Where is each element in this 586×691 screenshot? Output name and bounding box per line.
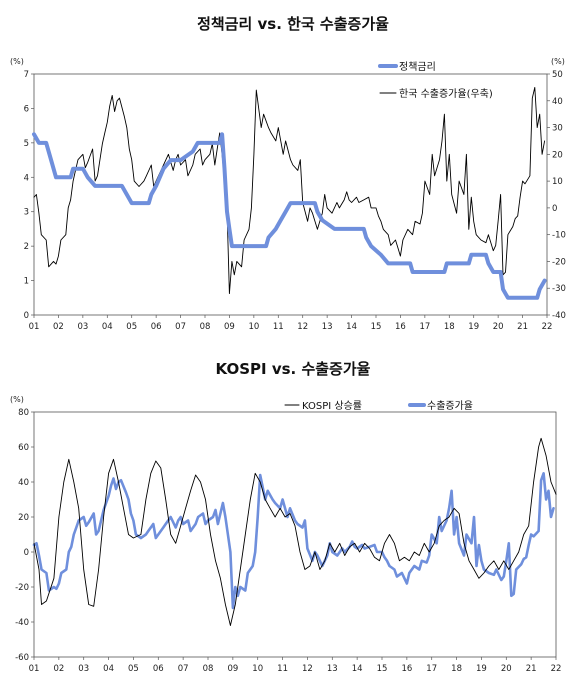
chart1-y-tick-label: 2: [24, 242, 29, 252]
chart2-x-tick-label: 08: [203, 664, 214, 674]
chart1-x-tick-label: 20: [493, 322, 504, 332]
chart1-x-tick-label: 16: [395, 322, 406, 332]
chart2-x-tick-label: 14: [352, 664, 363, 674]
chart1-y2-tick-label: 40: [552, 97, 563, 107]
chart2-y-tick-label: -40: [15, 618, 29, 628]
chart1-x-tick-label: 10: [248, 322, 259, 332]
chart2-x-tick-label: 02: [53, 664, 64, 674]
chart1-x-tick-label: 22: [542, 322, 553, 332]
chart2-x-tick-label: 19: [476, 664, 487, 674]
chart1-x-tick-label: 03: [77, 322, 88, 332]
chart1-x-tick-label: 15: [371, 322, 382, 332]
chart2-x-tick-label: 13: [327, 664, 338, 674]
chart1-y2-tick-label: 30: [552, 124, 563, 134]
chart1-y2-tick-label: -40: [552, 311, 566, 321]
chart2-x-tick-label: 01: [29, 664, 40, 674]
chart2-legend-label-0: KOSPI 상승률: [302, 400, 362, 412]
chart2-y-tick-label: -60: [15, 653, 29, 663]
chart1-y2-tick-label: -10: [552, 231, 566, 241]
chart2-x-tick-label: 04: [103, 664, 114, 674]
chart1-y-tick-label: 1: [24, 277, 29, 287]
chart1-x-tick-label: 04: [102, 322, 113, 332]
chart2-x-tick-label: 20: [501, 664, 512, 674]
chart1-title: 정책금리 vs. 한국 수출증가율: [197, 15, 389, 33]
chart1-y-tick-label: 7: [24, 70, 29, 80]
chart2-y-tick-label: 60: [18, 443, 29, 453]
chart1-y-tick-label: 5: [24, 139, 29, 149]
chart2-x-tick-label: 05: [128, 664, 139, 674]
chart1-x-tick-label: 06: [151, 322, 162, 332]
chart1-y2-tick-label: 10: [552, 177, 563, 187]
chart2-y-tick-label: 40: [18, 478, 29, 488]
chart2-x-tick-label: 03: [78, 664, 89, 674]
chart1-series-1-line: [33, 86, 546, 295]
chart1-y2-tick-label: 50: [552, 70, 563, 80]
chart2-frame: [33, 411, 557, 658]
chart2-series-1-line: [32, 472, 555, 610]
chart1-y-tick-label: 3: [24, 208, 29, 218]
chart2-x-tick-label: 09: [227, 664, 238, 674]
chart1-x-tick-label: 01: [29, 322, 40, 332]
chart2-x-tick-label: 17: [426, 664, 437, 674]
chart1-series-0-line: [32, 132, 547, 300]
chart1-x-tick-label: 17: [419, 322, 430, 332]
chart2-title: KOSPI vs. 수출증가율: [215, 360, 371, 378]
chart1-y-unit-left: (%): [10, 57, 24, 66]
chart2-x-tick-label: 22: [551, 664, 562, 674]
chart1-x-tick-label: 19: [468, 322, 479, 332]
chart2-y-tick-label: -20: [15, 583, 29, 593]
chart2-x-tick-label: 07: [178, 664, 189, 674]
chart2-x-tick-label: 18: [451, 664, 462, 674]
chart1-x-tick-label: 13: [322, 322, 333, 332]
chart1-x-tick-label: 07: [175, 322, 186, 332]
chart1-y-tick-label: 4: [24, 173, 29, 183]
chart1-y2-tick-label: -30: [552, 284, 566, 294]
chart2-x-tick-label: 21: [526, 664, 537, 674]
chart1-x-tick-label: 21: [517, 322, 528, 332]
chart2-x-tick-label: 11: [277, 664, 288, 674]
chart1-x-tick-label: 09: [224, 322, 235, 332]
chart2-series-0-line: [33, 437, 557, 626]
chart1-frame: [33, 73, 548, 316]
chart1-x-tick-label: 02: [53, 322, 64, 332]
chart2-y-tick-label: 80: [18, 408, 29, 418]
chart1-legend-label-1: 한국 수출증가율(우축): [399, 88, 493, 100]
chart2-x-tick-label: 06: [153, 664, 164, 674]
chart1-x-tick-label: 11: [273, 322, 284, 332]
chart1-legend-label-0: 정책금리: [399, 61, 436, 73]
chart2-legend-label-1: 수출증가율: [427, 400, 473, 412]
chart1-y2-tick-label: 20: [552, 150, 563, 160]
chart2-y-tick-label: 20: [18, 513, 29, 523]
chart1-x-tick-label: 18: [444, 322, 455, 332]
chart2-x-tick-label: 10: [252, 664, 263, 674]
chart1-y2-tick-label: 0: [552, 204, 557, 214]
chart2-y-tick-label: 0: [24, 548, 29, 558]
chart1-y-tick-label: 6: [24, 104, 29, 114]
chart2-x-tick-label: 16: [401, 664, 412, 674]
chart1-x-tick-label: 14: [346, 322, 357, 332]
chart1-y-tick-label: 0: [24, 311, 29, 321]
chart1-x-tick-label: 05: [126, 322, 137, 332]
chart2-x-tick-label: 15: [377, 664, 388, 674]
chart1-y-unit-right: (%): [551, 57, 565, 66]
chart2-y-unit-left: (%): [10, 395, 24, 404]
chart2-x-tick-label: 12: [302, 664, 313, 674]
chart1-y2-tick-label: -20: [552, 257, 566, 267]
chart1-x-tick-label: 12: [297, 322, 308, 332]
chart1-x-tick-label: 08: [200, 322, 211, 332]
